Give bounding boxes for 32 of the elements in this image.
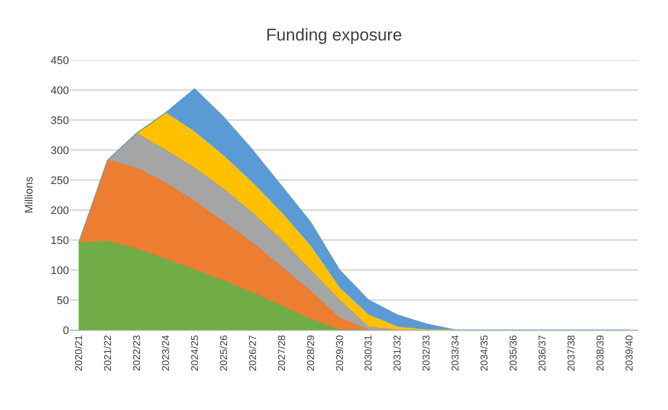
x-tick-label: 2030/31 [364,334,375,372]
x-tick-label: 2033/34 [450,334,462,372]
y-tick-label: 300 [50,144,69,157]
y-tick-label: 200 [50,204,69,217]
y-tick-label: 100 [50,264,69,277]
x-tick-label: 2034/35 [480,334,491,372]
x-tick-label: 2021/22 [102,334,114,372]
x-tick-label: 2032/33 [422,334,433,372]
x-tick-label: 2027/28 [276,334,288,372]
x-tick-label: 2023/24 [160,334,172,372]
y-tick-label: 350 [50,114,69,127]
x-tick-label: 2037/38 [566,334,578,372]
x-tick-label: 2024/25 [190,334,201,372]
x-tick-label: 2025/26 [218,334,230,372]
x-tick-label: 2020/21 [74,334,85,372]
x-tick-label: 2022/23 [132,334,143,372]
x-tick-label: 2038/39 [596,334,607,372]
y-tick-label: 150 [50,234,69,247]
x-tick-label: 2026/27 [248,334,259,372]
x-tick-label: 2035/36 [508,334,520,372]
y-tick-label: 400 [50,84,69,97]
y-tick-label: 0 [62,324,69,337]
x-tick-label: 2028/29 [306,334,317,372]
x-tick-label: 2036/37 [538,334,549,372]
y-tick-label: 250 [50,174,69,187]
x-tick-label: 2031/32 [392,334,404,372]
chart-title: Funding exposure [266,26,402,45]
y-tick-label: 50 [56,294,69,307]
y-tick-label: 450 [50,54,69,67]
y-axis-title: Millions [23,176,36,214]
x-tick-label: 2029/30 [334,334,346,372]
x-tick-label: 2039/40 [624,334,636,372]
